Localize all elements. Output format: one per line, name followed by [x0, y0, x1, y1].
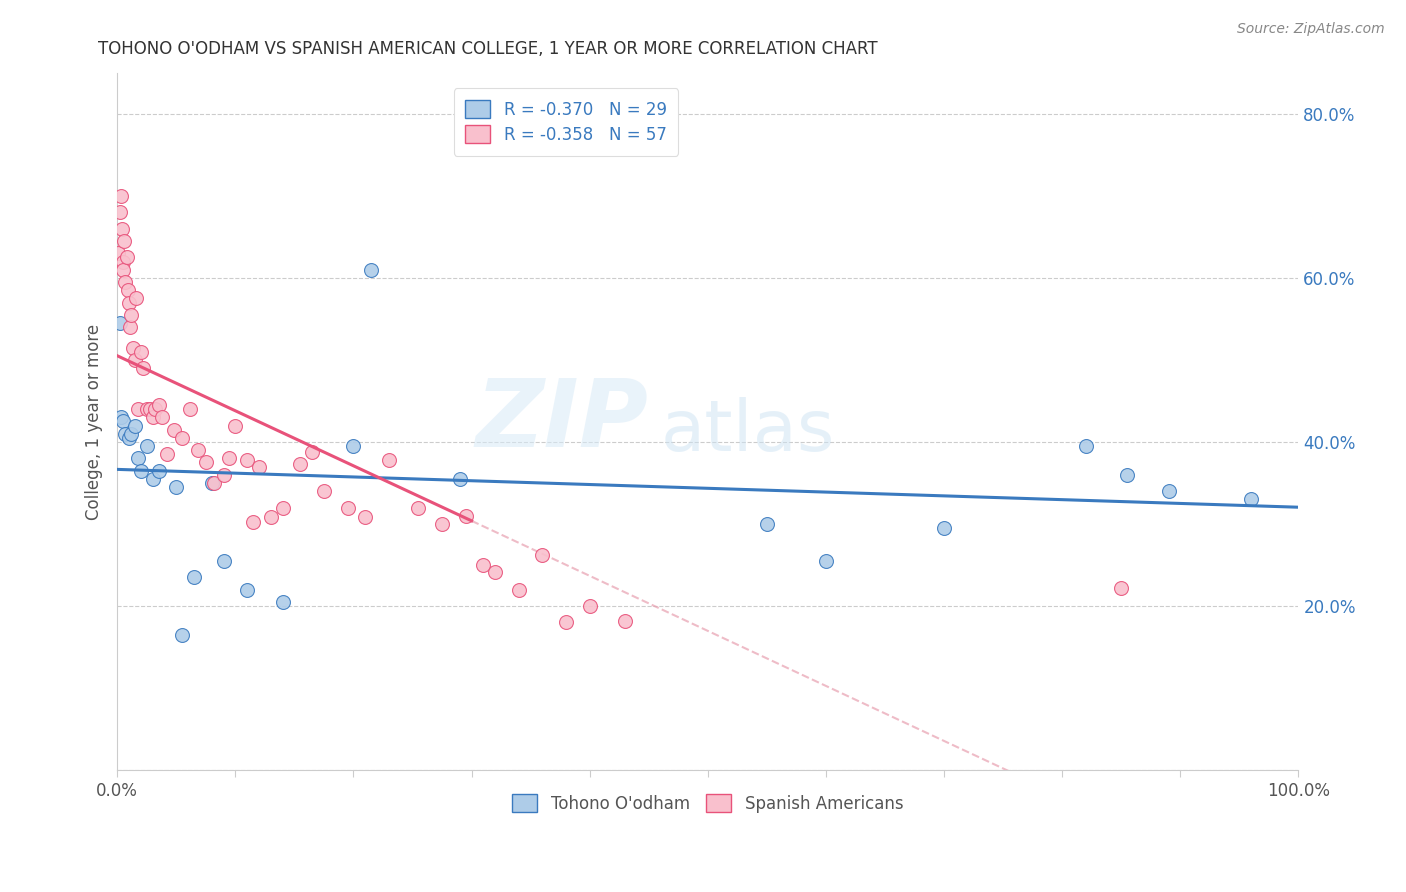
Point — [120, 308, 142, 322]
Point — [449, 472, 471, 486]
Y-axis label: College, 1 year or more: College, 1 year or more — [86, 324, 103, 519]
Point — [1074, 439, 1097, 453]
Point — [172, 628, 194, 642]
Point — [814, 554, 837, 568]
Point — [148, 398, 170, 412]
Point — [108, 316, 131, 330]
Point — [179, 402, 201, 417]
Point — [124, 418, 146, 433]
Point — [135, 439, 157, 453]
Point — [1111, 581, 1133, 595]
Point — [201, 475, 224, 490]
Point — [112, 254, 135, 268]
Point — [115, 251, 138, 265]
Point — [107, 246, 129, 260]
Point — [114, 275, 136, 289]
Point — [531, 548, 554, 562]
Point — [135, 402, 157, 417]
Point — [172, 431, 194, 445]
Point — [271, 595, 294, 609]
Point — [150, 410, 173, 425]
Point — [129, 344, 152, 359]
Point — [120, 320, 142, 334]
Point — [354, 510, 377, 524]
Point — [124, 353, 146, 368]
Text: ZIP: ZIP — [475, 376, 648, 467]
Point — [555, 615, 578, 630]
Point — [142, 472, 165, 486]
Point — [120, 426, 142, 441]
Text: atlas: atlas — [661, 398, 835, 467]
Point — [614, 614, 637, 628]
Point — [247, 459, 270, 474]
Text: Source: ZipAtlas.com: Source: ZipAtlas.com — [1237, 22, 1385, 37]
Point — [194, 455, 217, 469]
Point — [484, 565, 506, 579]
Point — [112, 415, 135, 429]
Point — [127, 402, 149, 417]
Point — [454, 508, 477, 523]
Point — [129, 464, 152, 478]
Point — [1157, 484, 1180, 499]
Point — [112, 262, 135, 277]
Point — [165, 480, 187, 494]
Point — [755, 516, 778, 531]
Point — [408, 500, 430, 515]
Point — [143, 402, 166, 417]
Point — [183, 570, 205, 584]
Point — [111, 221, 134, 235]
Point — [148, 464, 170, 478]
Point — [125, 292, 148, 306]
Point — [110, 410, 132, 425]
Point — [312, 484, 335, 499]
Legend: Tohono O'odham, Spanish Americans: Tohono O'odham, Spanish Americans — [501, 782, 915, 824]
Point — [202, 475, 225, 490]
Point — [360, 262, 382, 277]
Point — [271, 500, 294, 515]
Point — [132, 361, 155, 376]
Point — [378, 453, 401, 467]
Text: TOHONO O'ODHAM VS SPANISH AMERICAN COLLEGE, 1 YEAR OR MORE CORRELATION CHART: TOHONO O'ODHAM VS SPANISH AMERICAN COLLE… — [98, 40, 877, 58]
Point — [1240, 492, 1263, 507]
Point — [212, 554, 235, 568]
Point — [301, 445, 323, 459]
Point — [118, 431, 141, 445]
Point — [242, 516, 264, 530]
Point — [121, 341, 143, 355]
Point — [430, 516, 453, 531]
Point — [112, 234, 135, 248]
Point — [117, 283, 139, 297]
Point — [578, 599, 600, 613]
Point — [156, 447, 179, 461]
Point — [127, 451, 149, 466]
Point — [290, 457, 312, 471]
Point — [218, 451, 240, 466]
Point — [1116, 467, 1139, 482]
Point — [110, 189, 132, 203]
Point — [163, 423, 186, 437]
Point — [114, 426, 136, 441]
Point — [224, 418, 246, 433]
Point — [508, 582, 530, 597]
Point — [142, 410, 165, 425]
Point — [236, 582, 259, 597]
Point — [236, 453, 259, 467]
Point — [336, 500, 359, 515]
Point — [260, 510, 283, 524]
Point — [118, 295, 141, 310]
Point — [139, 402, 162, 417]
Point — [932, 521, 955, 535]
Point — [186, 443, 208, 458]
Point — [212, 467, 235, 482]
Point — [108, 205, 131, 219]
Point — [342, 439, 364, 453]
Point — [472, 558, 495, 572]
